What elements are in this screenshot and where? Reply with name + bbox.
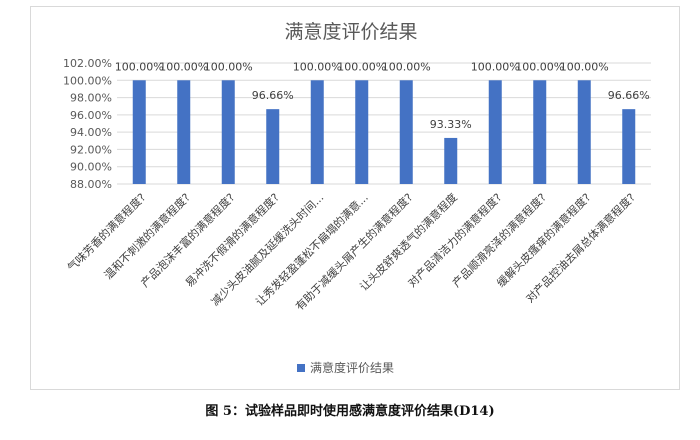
bar bbox=[132, 80, 146, 184]
data-label: 100.00% bbox=[204, 60, 253, 73]
bar bbox=[399, 80, 413, 184]
data-label: 93.33% bbox=[430, 118, 472, 131]
data-label: 100.00% bbox=[471, 60, 520, 73]
data-label: 100.00% bbox=[560, 60, 609, 73]
y-tick-label: 100.00% bbox=[63, 74, 112, 87]
bar bbox=[177, 80, 191, 184]
y-tick-label: 94.00% bbox=[70, 126, 112, 139]
bar bbox=[488, 80, 502, 184]
bar bbox=[310, 80, 324, 184]
data-label: 100.00% bbox=[382, 60, 431, 73]
bar bbox=[622, 109, 636, 184]
data-label: 100.00% bbox=[159, 60, 208, 73]
y-tick-label: 90.00% bbox=[70, 161, 112, 174]
bar bbox=[266, 109, 280, 184]
y-tick-label: 102.00% bbox=[63, 57, 112, 70]
bar bbox=[221, 80, 235, 184]
figure-caption: 图 5：试验样品即时使用感满意度评价结果(D14) bbox=[205, 404, 495, 419]
data-label: 96.66% bbox=[252, 89, 294, 102]
bar bbox=[444, 137, 458, 184]
data-label: 100.00% bbox=[293, 60, 342, 73]
legend-label: 满意度评价结果 bbox=[310, 360, 394, 375]
bar bbox=[355, 80, 369, 184]
bar bbox=[577, 80, 591, 184]
data-label: 100.00% bbox=[115, 60, 164, 73]
data-label: 100.00% bbox=[515, 60, 564, 73]
data-label: 100.00% bbox=[337, 60, 386, 73]
category-label: 气味芳香的满意程度? bbox=[64, 190, 148, 274]
y-tick-label: 98.00% bbox=[70, 92, 112, 105]
chart-svg: 满意度评价结果 88.00% 90.00% 92.00% 94.00% 96.00% 98.… bbox=[63, 21, 651, 375]
data-label: 96.66% bbox=[608, 89, 650, 102]
bar bbox=[533, 80, 547, 184]
y-tick-label: 88.00% bbox=[70, 178, 112, 191]
legend-swatch bbox=[297, 364, 305, 372]
y-tick-label: 96.00% bbox=[70, 109, 112, 122]
chart-title: 满意度评价结果 bbox=[284, 21, 417, 43]
chart-frame: 满意度评价结果 88.00% 90.00% 92.00% 94.00% 96.00% 98.… bbox=[30, 6, 680, 390]
y-tick-label: 92.00% bbox=[70, 143, 112, 156]
category-label: 温和不刺激的满意程度? bbox=[101, 190, 193, 282]
